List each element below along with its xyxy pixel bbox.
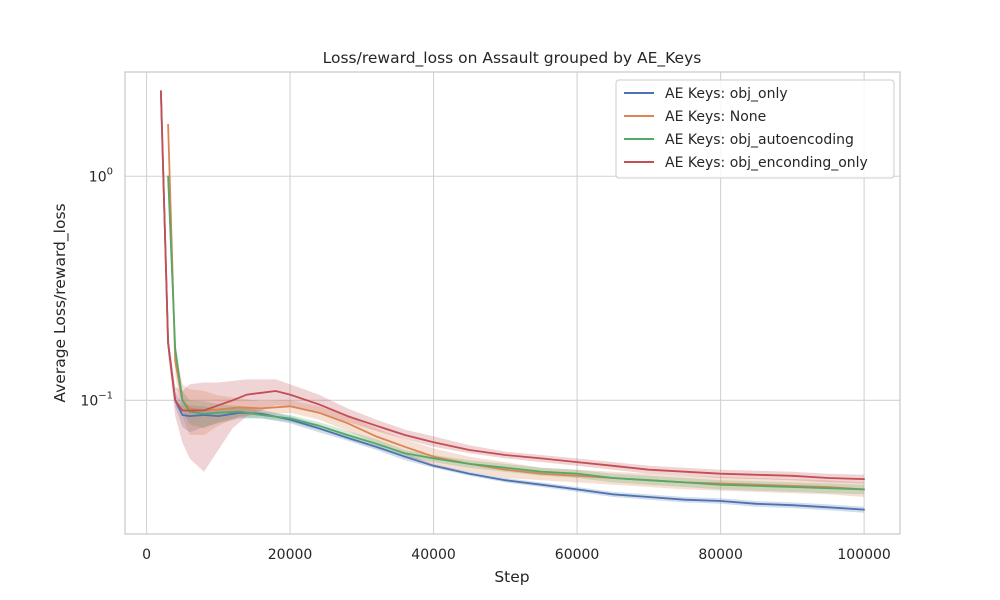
x-axis-label: Step xyxy=(494,568,529,586)
y-axis-label: Average Loss/reward_loss xyxy=(51,203,70,402)
legend-entry: AE Keys: obj_autoencoding xyxy=(665,132,854,148)
x-tick-label: 80000 xyxy=(698,547,743,563)
x-tick-label: 40000 xyxy=(411,547,456,563)
y-tick-labels: 100 10−1 xyxy=(80,166,113,409)
series-3-line xyxy=(159,90,865,481)
x-tick-label: 20000 xyxy=(268,547,313,563)
plot-frame xyxy=(124,71,901,535)
legend-box xyxy=(615,79,895,179)
y-tick-label: 100 xyxy=(89,166,113,185)
series-lines xyxy=(159,90,865,511)
x-tick-label: 0 xyxy=(142,547,151,563)
chart-title: Loss/reward_loss on Assault grouped by A… xyxy=(323,49,702,68)
x-tick-label: 60000 xyxy=(555,547,600,563)
x-tick-label: 100000 xyxy=(837,547,890,563)
x-tick-labels: 0 20000 40000 60000 80000 100000 xyxy=(142,547,891,563)
series-2-line xyxy=(167,175,865,491)
y-tick-label: 10−1 xyxy=(80,390,113,409)
legend: AE Keys: obj_only AE Keys: None AE Keys: o… xyxy=(615,79,895,179)
legend-entry: AE Keys: None xyxy=(665,109,766,125)
series-0-line xyxy=(159,90,865,511)
legend-entry: AE Keys: obj_enconding_only xyxy=(665,155,868,171)
legend-entry: AE Keys: obj_only xyxy=(665,86,788,102)
